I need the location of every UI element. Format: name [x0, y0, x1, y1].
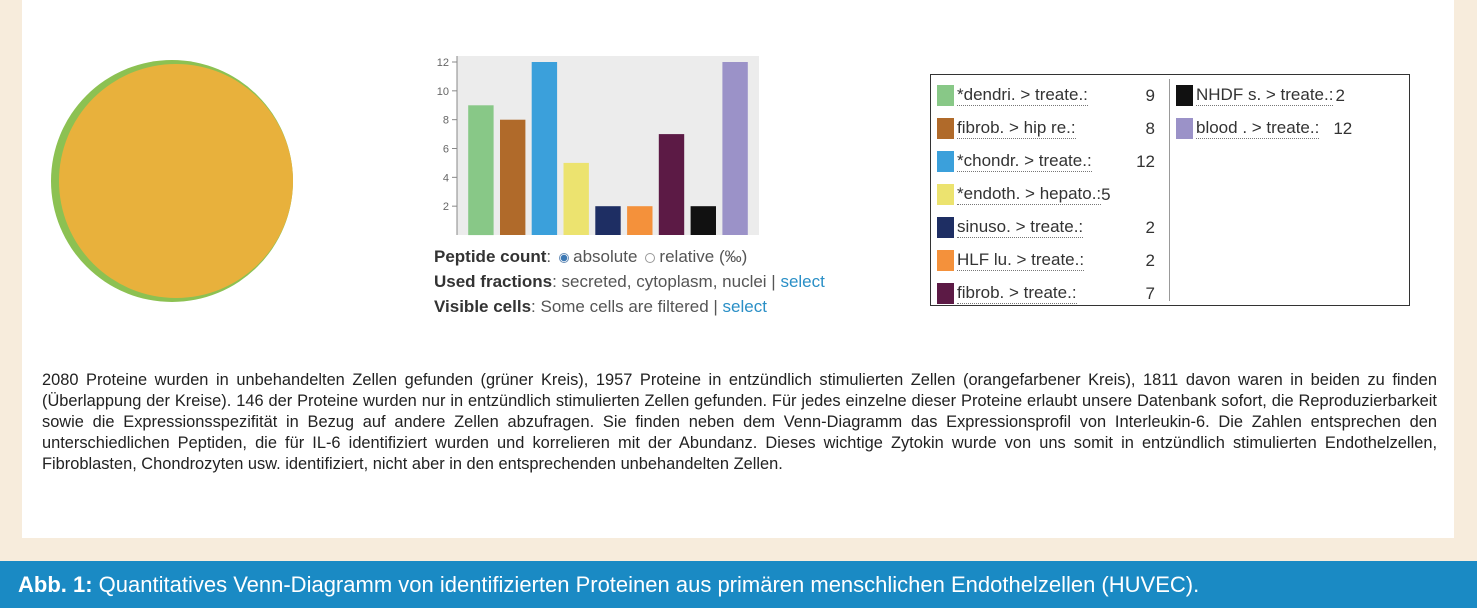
y-tick-label: 2 [443, 201, 449, 213]
absolute-label: absolute [573, 247, 638, 266]
figure-title-bar: Abb. 1: Quantitatives Venn-Diagramm von … [0, 561, 1477, 608]
legend-item[interactable]: NHDF s. > treate.: 2 [1176, 79, 1405, 112]
bar[interactable] [468, 105, 494, 236]
cells-select-link[interactable]: select [722, 297, 767, 316]
legend-swatch [937, 250, 954, 271]
peptide-count-colon: : [546, 247, 552, 266]
venn-circle-stimulated [59, 64, 293, 298]
peptide-count-row: Peptide count: absolute relative (‰) [434, 244, 825, 269]
legend-item-name: NHDF s. > treate.: [1196, 85, 1334, 106]
legend-swatch [937, 184, 954, 205]
y-tick-label: 6 [443, 144, 449, 156]
absolute-radio[interactable] [559, 253, 570, 263]
bar[interactable] [563, 162, 589, 235]
bar[interactable] [722, 62, 748, 235]
y-tick-label: 10 [437, 86, 449, 98]
peptide-count-label: Peptide count [434, 247, 547, 266]
legend-swatch [1176, 118, 1193, 139]
figure-number: Abb. 1: [18, 572, 93, 597]
legend-item-value: 7 [1145, 283, 1155, 303]
legend-item[interactable]: *endoth. > hepato.: 5 [937, 178, 1169, 211]
bar[interactable] [531, 62, 558, 235]
legend-item-name: fibrob. > hip re.: [957, 118, 1076, 139]
legend-item-name: *endoth. > hepato.: [957, 184, 1102, 205]
legend-item-value: 12 [1136, 151, 1155, 171]
used-fractions-value: : secreted, cytoplasm, nuclei | [552, 272, 781, 291]
legend-item-value: 2 [1335, 85, 1345, 105]
bar[interactable] [500, 119, 526, 235]
venn-diagram [51, 60, 293, 302]
legend-item[interactable]: *dendri. > treate.: 9 [937, 79, 1169, 112]
bar[interactable] [658, 134, 685, 235]
legend-swatch [937, 283, 954, 304]
chart-controls: Peptide count: absolute relative (‰) Used … [434, 244, 825, 319]
legend-item[interactable]: HLF lu. > treate.: 2 [937, 244, 1169, 277]
legend-item-name: *dendri. > treate.: [957, 85, 1088, 106]
legend-column-1: *dendri. > treate.: 9 fibrob. > hip re.: 8… [937, 79, 1169, 310]
visible-cells-label: Visible cells [434, 297, 532, 316]
figure-panel: 2 4 6 8 10 12 Peptide count: absolute relative … [22, 0, 1454, 538]
figure-area: 2 4 6 8 10 12 Peptide count: absolute relative … [22, 0, 1454, 345]
legend-item-name: HLF lu. > treate.: [957, 250, 1085, 271]
legend-item[interactable]: blood . > treate.: 12 [1176, 112, 1405, 145]
legend-swatch [937, 118, 954, 139]
fractions-select-link[interactable]: select [780, 272, 825, 291]
visible-cells-value: : Some cells are filtered | [531, 297, 723, 316]
legend-item[interactable]: *chondr. > treate.: 12 [937, 145, 1169, 178]
legend-item-value: 2 [1145, 250, 1155, 270]
legend-item-value: 9 [1145, 85, 1155, 105]
y-tick-label: 12 [437, 57, 449, 69]
legend-swatch [937, 85, 954, 106]
legend-item-value: 2 [1145, 217, 1155, 237]
legend-item[interactable]: fibrob. > hip re.: 8 [937, 112, 1169, 145]
legend-item-name: *chondr. > treate.: [957, 151, 1092, 172]
used-fractions-row: Used fractions: secreted, cytoplasm, nuc… [434, 269, 825, 294]
bar[interactable] [627, 206, 653, 235]
bar[interactable] [690, 206, 716, 235]
relative-label: relative (‰) [659, 247, 748, 266]
figure-caption: 2080 Proteine wurden in unbehandelten Ze… [42, 371, 1437, 473]
legend: *dendri. > treate.: 9 fibrob. > hip re.: 8… [930, 74, 1410, 306]
legend-swatch [937, 151, 954, 172]
y-tick-label: 8 [443, 115, 449, 127]
legend-item-name: sinuso. > treate.: [957, 217, 1084, 238]
legend-swatch [1176, 85, 1193, 106]
legend-item-value: 5 [1101, 184, 1111, 204]
bar-chart: 2 4 6 8 10 12 [437, 56, 759, 236]
legend-swatch [937, 217, 954, 238]
used-fractions-label: Used fractions [434, 272, 553, 291]
legend-item[interactable]: sinuso. > treate.: 2 [937, 211, 1169, 244]
legend-item-name: fibrob. > treate.: [957, 283, 1077, 304]
y-tick-label: 4 [443, 172, 449, 184]
figure-title: Quantitatives Venn-Diagramm von identifi… [92, 572, 1200, 597]
legend-item-name: blood . > treate.: [1196, 118, 1320, 139]
legend-item-value: 12 [1333, 118, 1353, 138]
relative-radio[interactable] [645, 253, 656, 263]
legend-column-2: NHDF s. > treate.: 2 blood . > treate.: 12 [1169, 79, 1405, 301]
legend-item-value: 8 [1145, 118, 1155, 138]
legend-item[interactable]: fibrob. > treate.: 7 [937, 277, 1169, 310]
bar[interactable] [595, 206, 621, 235]
visible-cells-row: Visible cells: Some cells are filtered |… [434, 294, 825, 319]
